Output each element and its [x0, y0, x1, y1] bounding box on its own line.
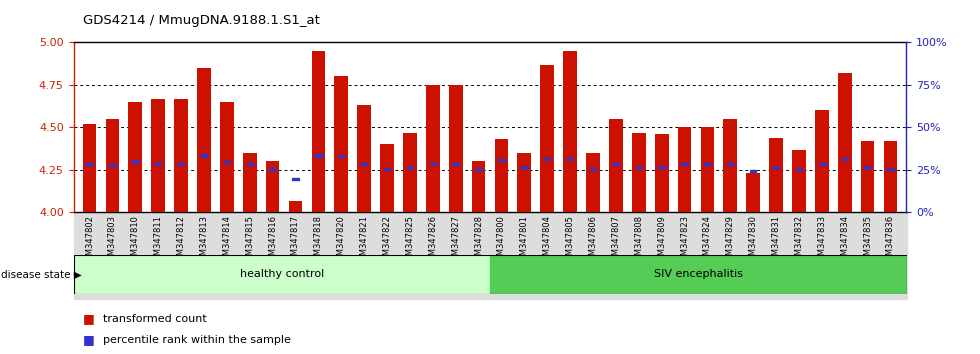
Bar [197, 68, 211, 212]
Bar [247, 163, 253, 165]
Bar [636, 166, 642, 169]
Bar [544, 158, 551, 160]
Bar [128, 102, 142, 212]
Bar [723, 119, 737, 212]
Bar [498, 159, 505, 161]
Bar [612, 163, 619, 165]
Bar [792, 149, 806, 212]
Bar [884, 141, 898, 212]
Bar [292, 178, 299, 181]
Text: ■: ■ [83, 312, 95, 325]
Bar [586, 153, 600, 212]
Bar [540, 64, 554, 212]
Bar [632, 132, 646, 212]
Bar [407, 167, 414, 169]
Bar [380, 144, 394, 212]
Bar [266, 161, 279, 212]
Bar [270, 168, 275, 170]
Bar [521, 166, 527, 169]
Bar [312, 51, 325, 212]
Bar [384, 168, 390, 170]
Bar [495, 139, 509, 212]
Bar [74, 255, 490, 294]
Text: transformed count: transformed count [103, 314, 207, 324]
Bar [747, 173, 760, 212]
Bar [151, 98, 165, 212]
Bar [426, 85, 440, 212]
Bar [860, 141, 874, 212]
Bar [655, 134, 668, 212]
Bar [177, 163, 184, 165]
Bar [361, 163, 368, 165]
Bar [155, 163, 162, 165]
Bar [201, 154, 207, 156]
Bar [590, 168, 596, 170]
Bar [566, 158, 573, 160]
Bar [429, 163, 436, 165]
Bar [453, 163, 459, 165]
Text: ■: ■ [83, 333, 95, 346]
Text: disease state ▶: disease state ▶ [1, 269, 81, 279]
Bar [838, 73, 852, 212]
Bar [609, 119, 622, 212]
Bar [334, 76, 348, 212]
Bar [338, 155, 344, 158]
Bar [220, 102, 233, 212]
Bar [403, 132, 416, 212]
Text: healthy control: healthy control [240, 269, 323, 279]
Bar [490, 255, 906, 294]
Bar [517, 153, 531, 212]
Bar [475, 168, 482, 170]
Bar [471, 161, 485, 212]
Bar [106, 119, 120, 212]
Bar [289, 200, 303, 212]
Text: SIV encephalitis: SIV encephalitis [654, 269, 743, 279]
Bar [659, 166, 664, 169]
Bar [705, 163, 710, 165]
Bar [109, 164, 116, 166]
Text: percentile rank within the sample: percentile rank within the sample [103, 335, 291, 345]
Bar [864, 166, 871, 169]
Bar [449, 85, 463, 212]
Bar [773, 166, 779, 169]
Bar [681, 163, 688, 165]
Bar [887, 168, 894, 170]
Bar [132, 160, 138, 162]
Bar [677, 127, 691, 212]
Bar [796, 168, 803, 170]
Bar [842, 158, 848, 160]
Bar [358, 105, 371, 212]
Bar [174, 98, 188, 212]
Bar [750, 170, 757, 172]
Bar [243, 153, 257, 212]
Bar [86, 163, 93, 165]
Bar [564, 51, 577, 212]
Bar [701, 127, 714, 212]
Text: GDS4214 / MmugDNA.9188.1.S1_at: GDS4214 / MmugDNA.9188.1.S1_at [83, 14, 320, 27]
Bar [223, 161, 230, 164]
Bar [815, 110, 829, 212]
Bar [769, 138, 783, 212]
Bar [82, 124, 96, 212]
Bar [818, 163, 825, 165]
Bar [727, 163, 733, 165]
Bar [316, 154, 321, 156]
